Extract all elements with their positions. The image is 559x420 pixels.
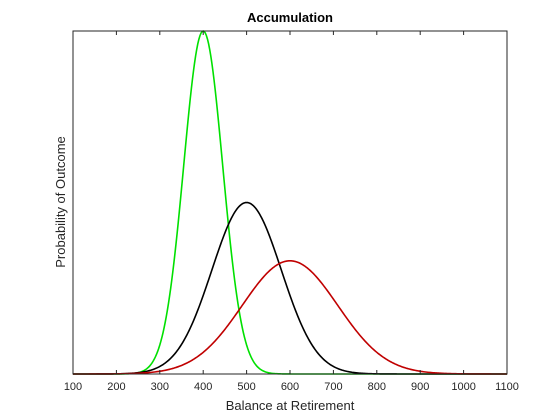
y-axis-label: Probability of Outcome — [53, 136, 68, 268]
x-tick-label: 100 — [64, 381, 82, 393]
x-tick-label: 800 — [368, 381, 386, 393]
x-tick-label: 400 — [194, 381, 212, 393]
x-tick-label: 300 — [151, 381, 169, 393]
x-tick-label: 1000 — [451, 381, 475, 393]
series-line-3 — [73, 260, 507, 375]
x-tick-label: 500 — [237, 381, 255, 393]
x-tick-label: 1100 — [495, 381, 519, 393]
x-tick-label: 200 — [107, 381, 125, 393]
x-axis-label: Balance at Retirement — [226, 398, 355, 413]
tick-layer: 100 200 300 400 500 600 700 800 900 1000 1100 — [64, 31, 519, 393]
x-tick-label: 600 — [281, 381, 299, 393]
x-tick-label: 900 — [411, 381, 429, 393]
chart-title: Accumulation — [247, 10, 333, 25]
x-tick-label: 700 — [324, 381, 342, 393]
plot-area — [73, 31, 507, 374]
